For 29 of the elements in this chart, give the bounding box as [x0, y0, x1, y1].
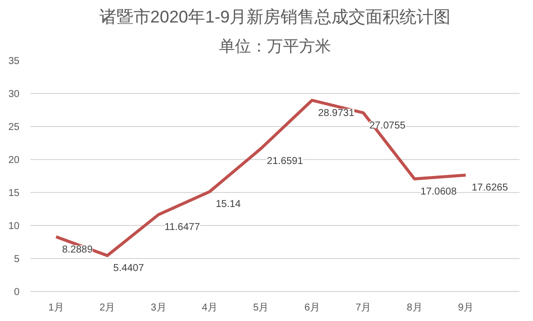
data-label: 11.6477 — [164, 222, 200, 234]
y-tick-label: 0 — [14, 287, 20, 298]
data-label: 27.0755 — [369, 120, 406, 132]
data-label: 28.9731 — [318, 108, 355, 119]
data-label: 17.0608 — [420, 186, 458, 198]
line-series — [54, 98, 468, 258]
x-tick-label: 1月 — [48, 302, 64, 314]
data-label: 21.6591 — [266, 156, 304, 168]
data-label: 5.4407 — [113, 263, 144, 274]
y-tick-label: 25 — [8, 122, 20, 133]
x-tick-label: 2月 — [100, 302, 116, 314]
chart-subtitle: 单位：万平方米 — [219, 38, 331, 56]
x-tick-label: 5月 — [253, 302, 269, 314]
data-label: 17.6265 — [472, 182, 508, 194]
x-tick-label: 6月 — [304, 302, 320, 314]
y-tick-label: 20 — [8, 155, 20, 166]
data-label: 15.14 — [216, 199, 242, 210]
y-tick-label: 15 — [8, 188, 20, 199]
y-tick-label: 10 — [8, 221, 20, 232]
y-tick-label: 35 — [8, 56, 20, 67]
data-label: 8.2889 — [62, 244, 94, 256]
x-tick-label: 8月 — [406, 302, 422, 314]
y-tick-label: 5 — [14, 254, 20, 265]
y-tick-label: 30 — [8, 89, 20, 100]
x-tick-label: 9月 — [458, 302, 474, 314]
x-tick-label: 3月 — [150, 302, 166, 314]
x-tick-label: 7月 — [356, 302, 372, 314]
x-tick-label: 4月 — [202, 302, 218, 314]
chart-title: 诸暨市2020年1-9月新房销售总成交面积统计图 — [99, 8, 451, 26]
